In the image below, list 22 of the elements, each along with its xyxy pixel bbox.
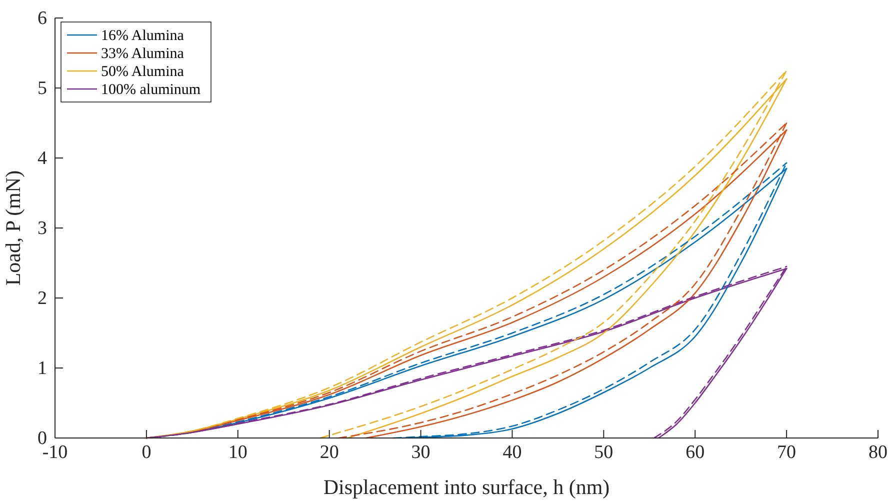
legend-label: 50% Alumina (101, 64, 184, 80)
x-tick-label: 50 (594, 442, 614, 463)
y-tick-label: 2 (38, 288, 47, 309)
x-axis-title: Displacement into surface, h (nm) (323, 475, 610, 499)
y-tick-label: 5 (38, 78, 47, 99)
x-tick-label: 40 (502, 442, 522, 463)
x-tick-label: 80 (868, 442, 888, 463)
legend-label: 16% Alumina (101, 28, 184, 44)
y-tick-label: 0 (38, 428, 47, 449)
y-tick-label: 1 (38, 358, 47, 379)
y-axis-title: Load, P (mN) (1, 170, 25, 286)
y-tick-label: 4 (38, 148, 48, 169)
legend-label: 33% Alumina (101, 46, 184, 62)
x-tick-label: 10 (228, 442, 248, 463)
legend-label: 100% aluminum (101, 82, 201, 98)
x-tick-label: 30 (411, 442, 430, 463)
x-tick-label: 70 (777, 442, 796, 463)
x-tick-label: 60 (686, 442, 705, 463)
y-tick-label: 6 (38, 8, 47, 29)
y-tick-label: 3 (38, 218, 47, 239)
x-tick-label: 0 (142, 442, 152, 463)
x-tick-label: 20 (320, 442, 339, 463)
